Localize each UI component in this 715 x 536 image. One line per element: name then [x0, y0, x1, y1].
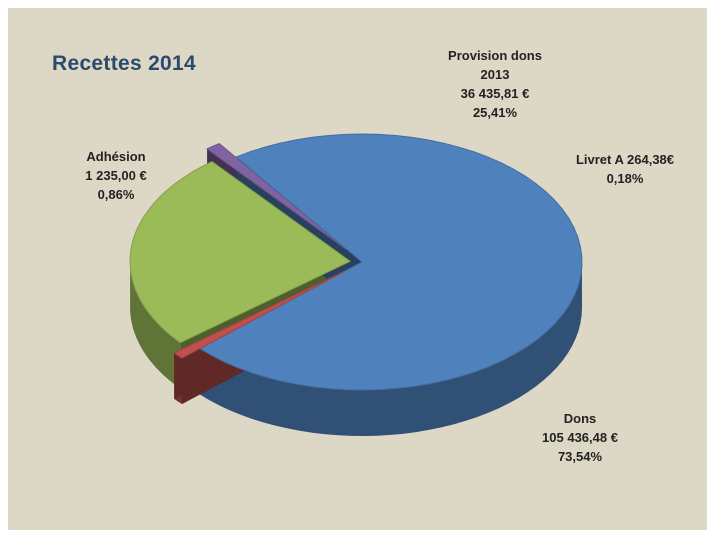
pie-slice-side-provision-dons-2013 — [130, 261, 181, 389]
pie-slice-livret-a-264-38 — [206, 143, 346, 250]
label-dons: Dons 105 436,48 € 73,54% — [525, 409, 635, 466]
label-provision-percent: 25,41% — [472, 105, 518, 120]
label-provision-amount: 36 435,81 € — [460, 86, 530, 101]
chart-title: Recettes 2014 — [52, 52, 196, 75]
label-dons-percent: 73,54% — [557, 449, 603, 464]
pie-slice-side-dons — [200, 262, 582, 436]
pie-slice-dons — [199, 133, 583, 391]
label-adhesion-percent: 0,86% — [97, 187, 135, 202]
label-adhesion: Adhésion 1 235,00 € 0,86% — [66, 147, 166, 204]
label-provision-name-1: Provision dons — [448, 48, 542, 63]
label-livret-percent: 0,18% — [606, 171, 644, 186]
label-dons-name: Dons — [563, 411, 597, 426]
label-livret: Livret A 264,38€ 0,18% — [560, 150, 690, 188]
label-livret-name: Livret A 264,38€ — [575, 152, 675, 167]
pie-slice-provision-dons-2013 — [129, 161, 352, 344]
label-provision-name-2: 2013 — [480, 67, 510, 82]
label-dons-amount: 105 436,48 € — [542, 430, 618, 445]
label-adhesion-amount: 1 235,00 € — [85, 168, 147, 183]
label-provision: Provision dons 2013 36 435,81 € 25,41% — [440, 46, 550, 122]
label-adhesion-name: Adhésion — [86, 149, 146, 164]
pie-slice-adh-sion — [173, 271, 345, 359]
